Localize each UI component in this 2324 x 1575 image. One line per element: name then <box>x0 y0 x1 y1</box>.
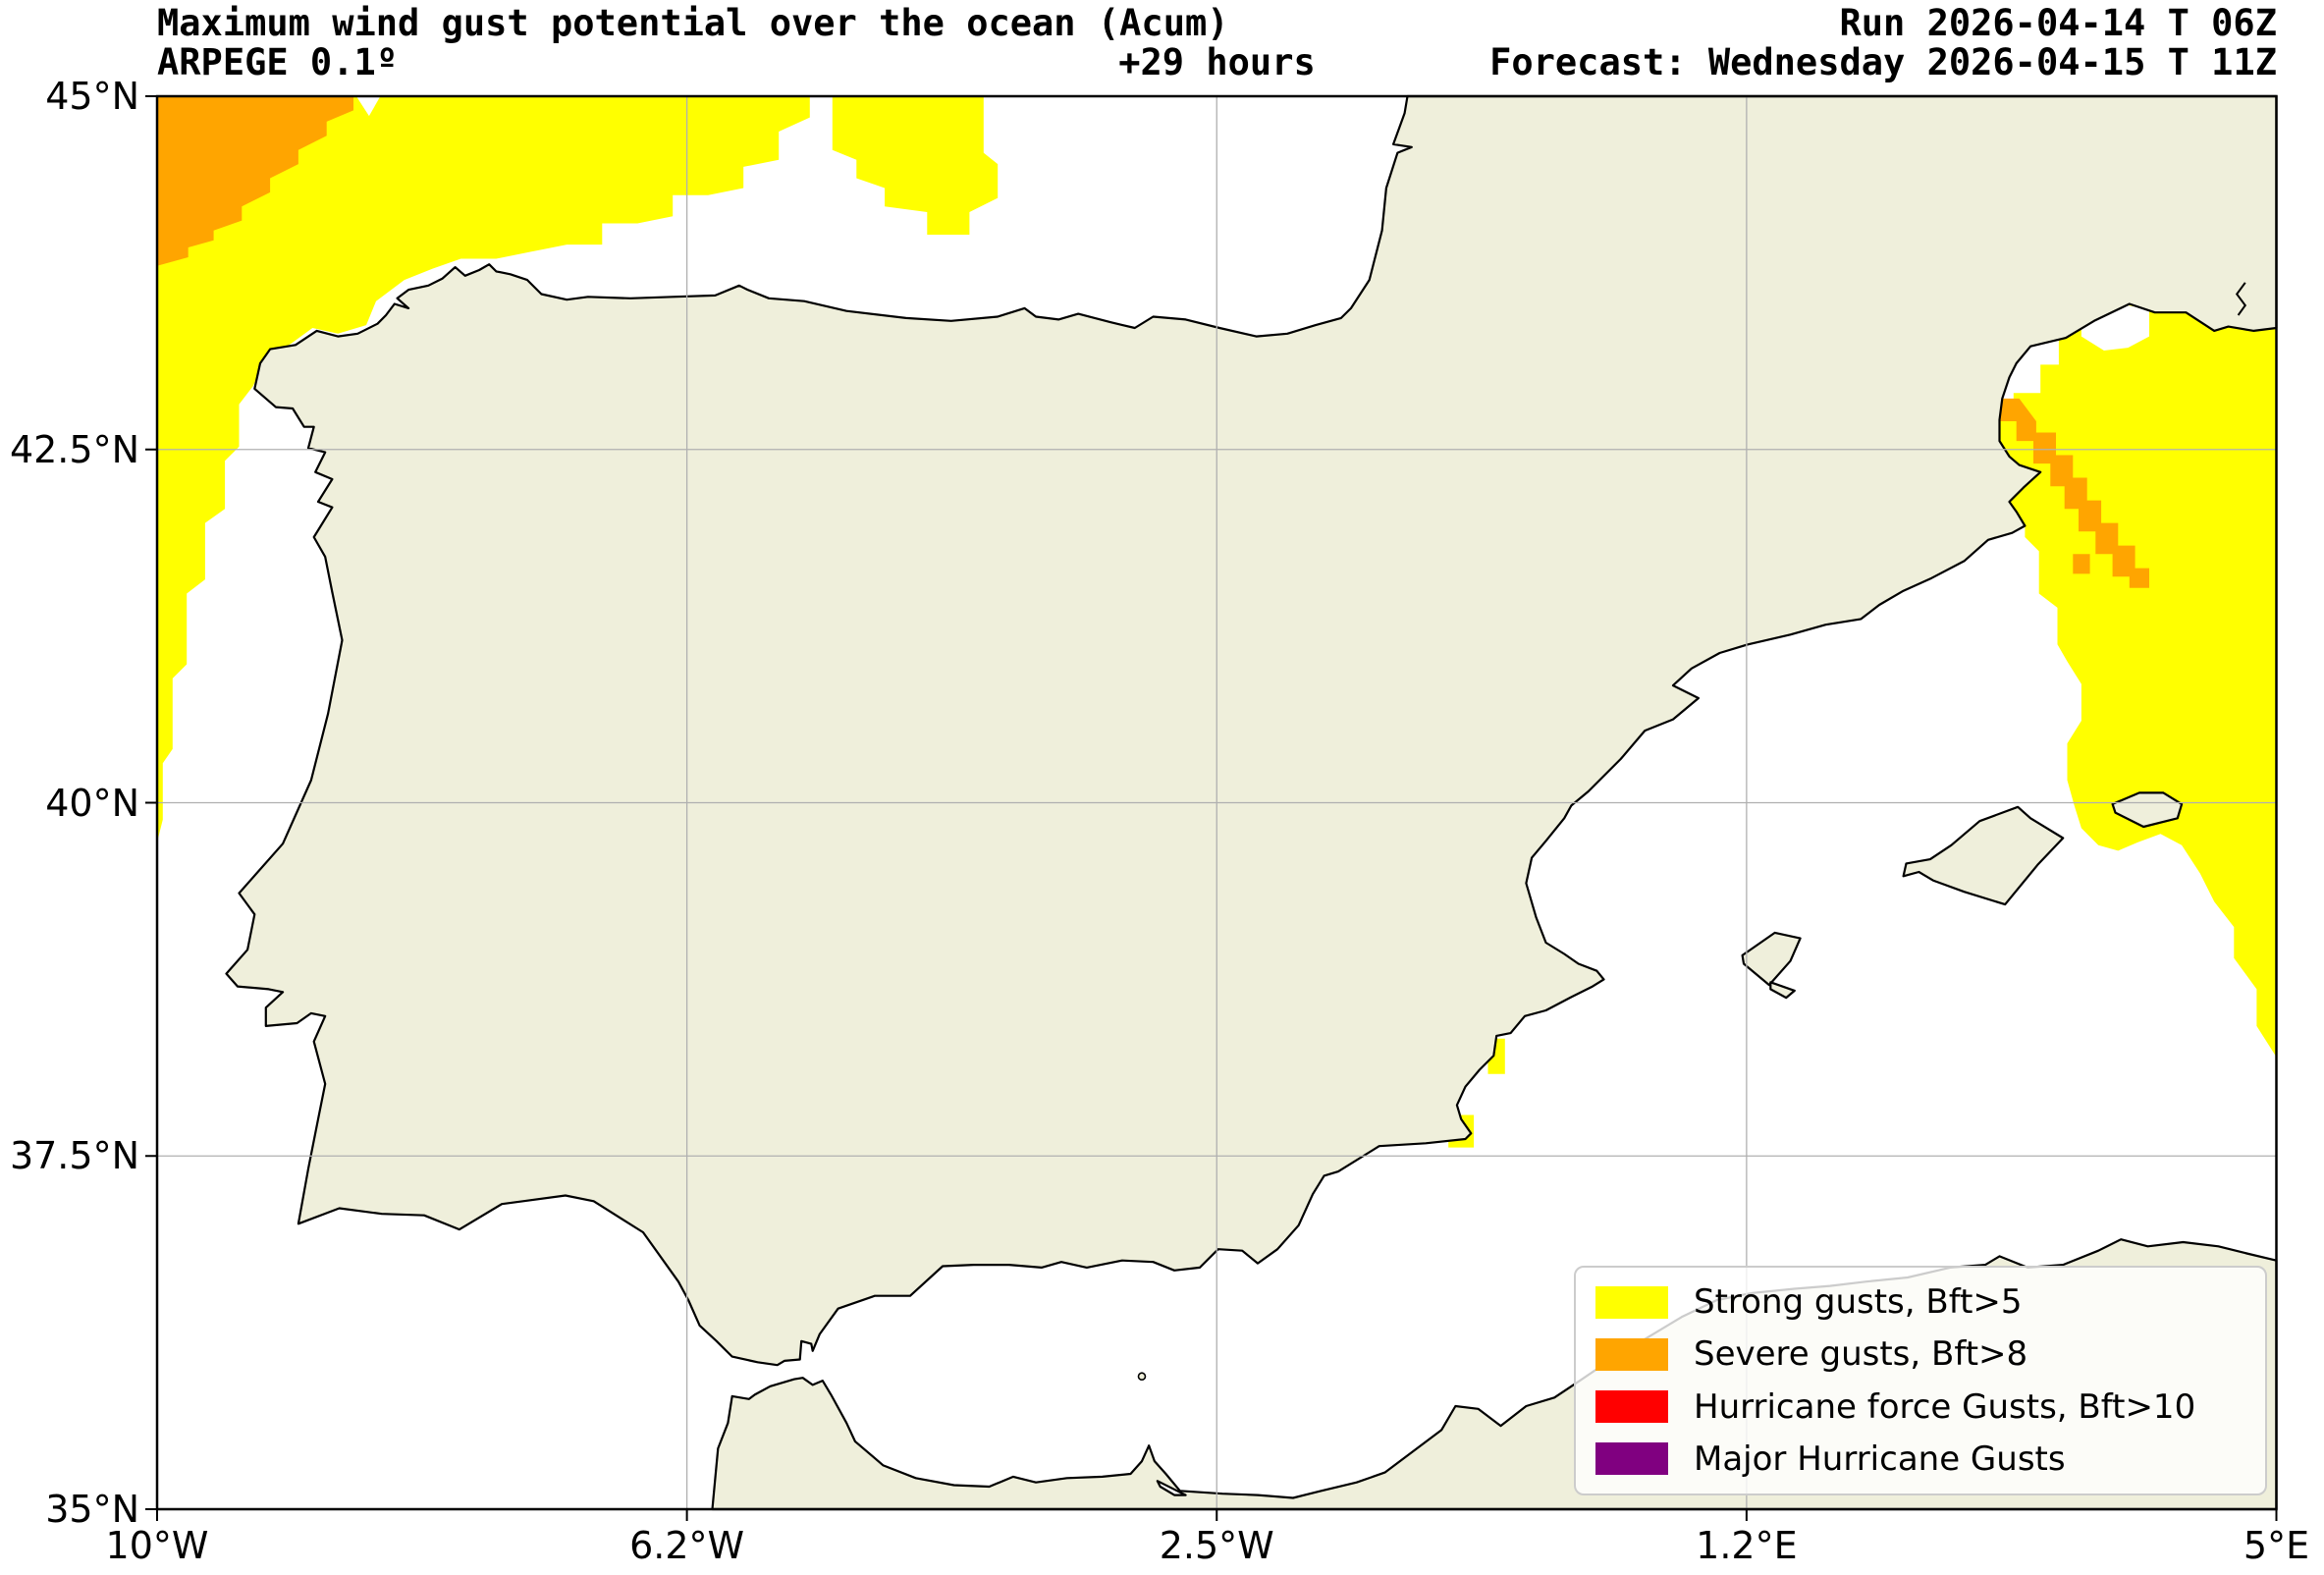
x-axis-label-5e: 5°E <box>2243 1524 2310 1567</box>
gust-severe-atlantic <box>157 96 353 266</box>
legend-item: Severe gusts, Bft>8 <box>1595 1333 2245 1375</box>
legend-item: Hurricane force Gusts, Bft>10 <box>1595 1386 2245 1428</box>
river-rhone <box>2235 282 2247 316</box>
legend-label-major-hurricane-gusts: Major Hurricane Gusts <box>1694 1439 2066 1479</box>
gust-severe-spot <box>2073 554 2090 574</box>
legend-label-hurricane-gusts: Hurricane force Gusts, Bft>10 <box>1694 1386 2196 1427</box>
ocean-notch-mediterranean <box>2081 305 2149 351</box>
legend-item: Strong gusts, Bft>5 <box>1595 1281 2245 1323</box>
legend-swatch-strong-gusts <box>1595 1285 1668 1319</box>
gust-severe-mediterranean <box>1996 398 2149 588</box>
header: Maximum wind gust potential over the oce… <box>157 4 2277 82</box>
gust-strong-atlantic <box>157 96 810 842</box>
y-axis-label-42-5n: 42.5°N <box>9 427 139 471</box>
lagoon-mar-chica <box>1156 1480 1187 1496</box>
islet-alboran <box>1137 1372 1147 1382</box>
legend-item: Major Hurricane Gusts <box>1595 1439 2245 1480</box>
legend-swatch-major-hurricane-gusts <box>1595 1442 1668 1476</box>
forecast-timestamp: Forecast: Wednesday 2026-04-15 T 11Z <box>1489 41 2277 83</box>
run-timestamp: Run 2026-04-14 T 06Z <box>1839 2 2277 44</box>
y-axis-label-37-5n: 37.5°N <box>9 1134 139 1178</box>
island-ibiza <box>1741 931 1802 987</box>
model-label: ARPEGE 0.1º <box>157 41 399 83</box>
page-title: Maximum wind gust potential over the oce… <box>157 2 1229 44</box>
lead-time-label: +29 hours <box>1118 41 1316 83</box>
header-row-2: ARPEGE 0.1º +29 hours Forecast: Wednesda… <box>157 43 2277 82</box>
header-row-1: Maximum wind gust potential over the oce… <box>157 4 2277 43</box>
island-menorca <box>2111 791 2184 829</box>
legend-swatch-hurricane-gusts <box>1595 1390 1668 1424</box>
land-mainland <box>225 94 2278 1367</box>
legend: Strong gusts, Bft>5 Severe gusts, Bft>8 … <box>1574 1266 2267 1495</box>
island-mallorca <box>1902 805 2065 906</box>
y-axis-label-35n: 35°N <box>45 1488 139 1531</box>
island-formentera <box>1769 981 1796 1000</box>
legend-label-severe-gusts: Severe gusts, Bft>8 <box>1694 1334 2028 1375</box>
x-axis-label-1-2e: 1.2°E <box>1696 1524 1798 1567</box>
gust-strong-atlantic-east-lobe <box>832 96 999 235</box>
x-axis-label-10w: 10°W <box>105 1524 209 1567</box>
legend-label-strong-gusts: Strong gusts, Bft>5 <box>1694 1282 2023 1322</box>
ocean-notch-atlantic <box>355 96 381 117</box>
y-axis-label-40n: 40°N <box>45 781 139 825</box>
y-axis-label-45n: 45°N <box>45 75 139 118</box>
x-axis-label-2-5w: 2.5°W <box>1159 1524 1274 1567</box>
x-axis-label-6-2w: 6.2°W <box>629 1524 745 1567</box>
legend-swatch-severe-gusts <box>1595 1337 1668 1371</box>
